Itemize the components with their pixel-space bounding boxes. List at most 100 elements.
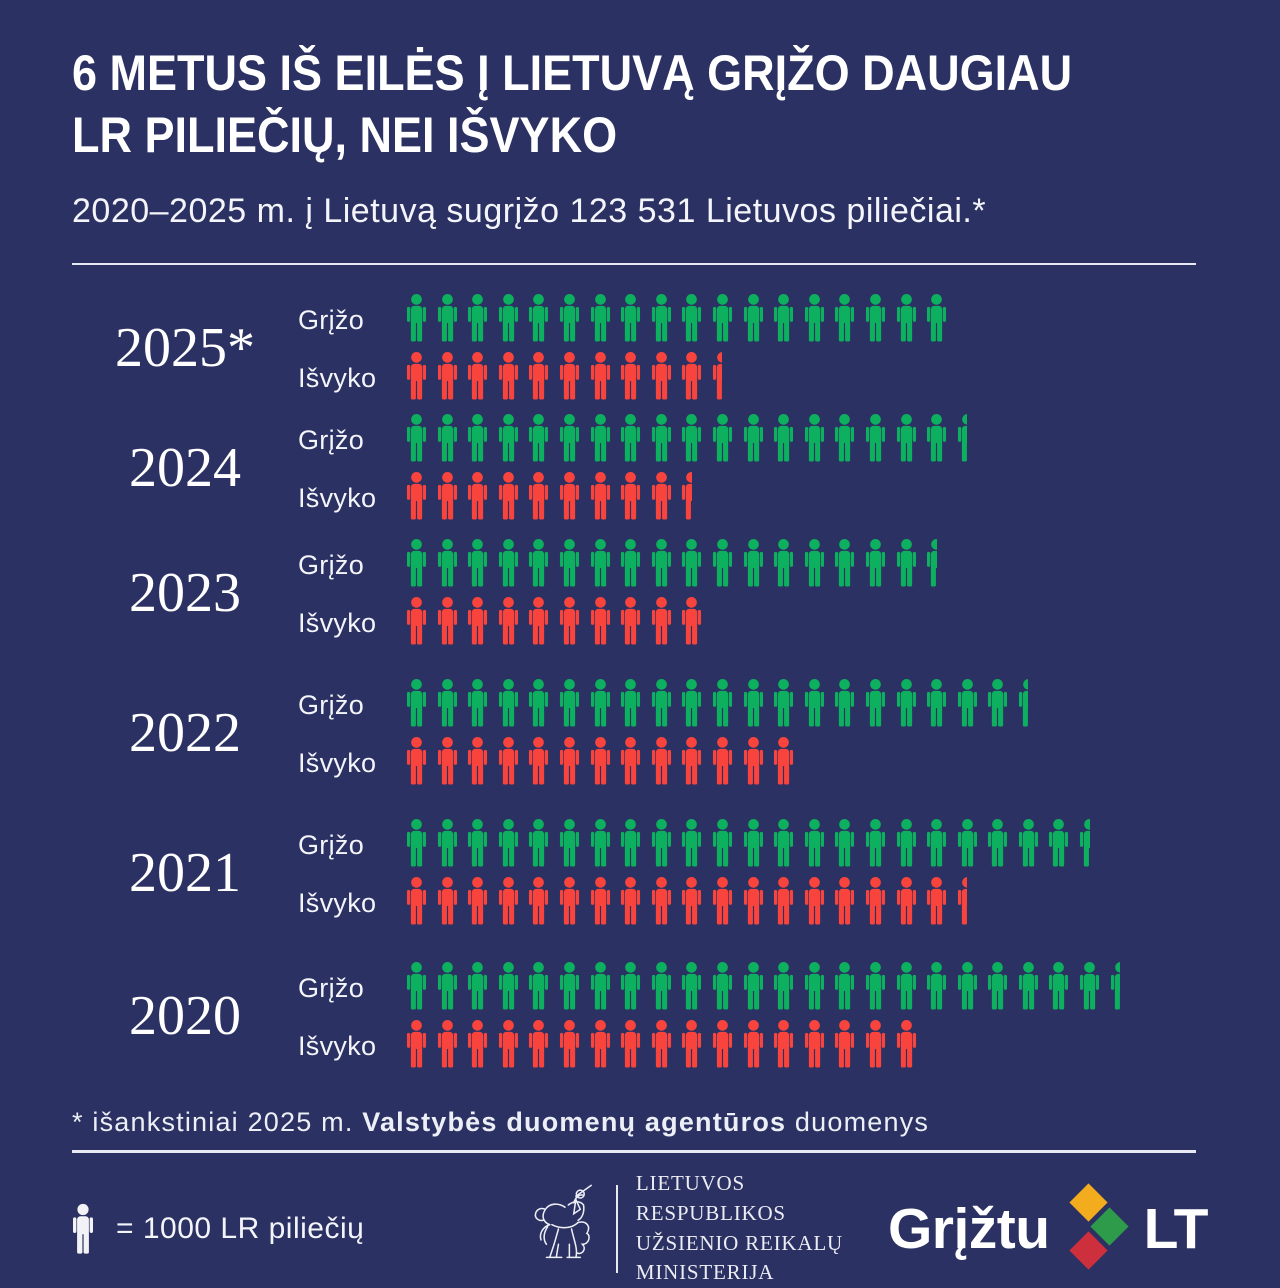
person-icon <box>498 736 519 786</box>
person-icon <box>559 1019 580 1069</box>
person-icon <box>406 818 427 868</box>
ministry-line-2: UŽSIENIO REIKALŲ <box>635 1230 843 1255</box>
griztu-lt-logo: Grįžtu LT <box>887 1183 1209 1275</box>
person-icon <box>467 293 488 343</box>
person-icon <box>651 351 672 401</box>
person-icon <box>559 678 580 728</box>
footnote-source: Valstybės duomenų agentūros <box>362 1107 787 1137</box>
person-icon <box>620 596 641 646</box>
person-icon <box>528 818 549 868</box>
person-icon <box>437 538 458 588</box>
year-rows: Grįžo Išvyko <box>298 413 1208 523</box>
person-icon <box>712 961 733 1011</box>
person-icon <box>712 538 733 588</box>
person-icon <box>559 736 580 786</box>
person-icon <box>406 351 427 401</box>
person-icon <box>528 471 549 521</box>
person-icon <box>804 1019 825 1069</box>
person-icon <box>559 471 580 521</box>
person-icon-half <box>1079 818 1090 868</box>
person-icon <box>559 293 580 343</box>
person-icon <box>651 293 672 343</box>
isvyko-label: Išvyko <box>298 483 377 513</box>
person-icon <box>681 961 702 1011</box>
person-icon <box>559 961 580 1011</box>
person-icon-half <box>926 538 937 588</box>
isvyko-icons <box>406 876 968 926</box>
person-icon <box>528 596 549 646</box>
person-icon <box>743 736 764 786</box>
person-icon <box>651 678 672 728</box>
person-icon <box>804 293 825 343</box>
person-icon <box>651 538 672 588</box>
person-icon <box>773 818 794 868</box>
person-icon <box>957 961 978 1011</box>
person-icon <box>467 538 488 588</box>
year-label: 2024 <box>129 437 241 499</box>
person-icon <box>620 293 641 343</box>
person-icon <box>406 413 427 463</box>
person-icon <box>743 961 764 1011</box>
year-rows: Grįžo Išvyko <box>298 961 1208 1071</box>
year-block-2020: 2020 Grįžo Išvyko <box>72 961 1208 1071</box>
vytis-coat-of-arms-icon <box>532 1181 598 1277</box>
person-icon <box>865 293 886 343</box>
person-icon <box>467 1019 488 1069</box>
person-icon <box>681 351 702 401</box>
isvyko-icons <box>406 351 723 401</box>
person-icon <box>467 678 488 728</box>
person-icon <box>834 961 855 1011</box>
person-icon <box>620 961 641 1011</box>
person-icon <box>681 818 702 868</box>
grizo-row: Grįžo <box>298 818 1208 870</box>
person-icon <box>987 678 1008 728</box>
logo-divider <box>616 1184 618 1273</box>
grizo-icons <box>406 293 947 343</box>
person-icon <box>681 678 702 728</box>
grizo-label: Grįžo <box>298 830 365 860</box>
grizo-icons <box>406 413 968 463</box>
person-icon <box>467 351 488 401</box>
isvyko-row: Išvyko <box>298 471 1208 523</box>
person-icon <box>926 678 947 728</box>
person-icon <box>590 351 611 401</box>
grizo-row: Grįžo <box>298 961 1208 1013</box>
isvyko-icons <box>406 736 794 786</box>
footer-divider <box>72 1150 1196 1153</box>
person-icon-half <box>957 876 968 926</box>
person-icon <box>620 818 641 868</box>
person-icon <box>712 293 733 343</box>
isvyko-icons <box>406 596 702 646</box>
person-icon <box>406 471 427 521</box>
person-icon <box>651 736 672 786</box>
person-icon <box>743 1019 764 1069</box>
person-icon <box>865 413 886 463</box>
person-icon <box>896 876 917 926</box>
grizo-label: Grįžo <box>298 973 365 1003</box>
person-icon <box>590 538 611 588</box>
person-icon <box>498 596 519 646</box>
person-icon <box>987 961 1008 1011</box>
person-icon <box>926 876 947 926</box>
page-title: 6 METUS IŠ EILĖS Į LIETUVĄ GRĮŽO DAUGIAU… <box>72 45 1073 163</box>
person-icon <box>437 678 458 728</box>
isvyko-icons <box>406 1019 917 1069</box>
brand-text-griztu: Grįžtu <box>887 1196 1050 1261</box>
person-icon <box>896 961 917 1011</box>
person-icon <box>681 293 702 343</box>
person-icon <box>651 413 672 463</box>
person-icon <box>773 538 794 588</box>
ministry-line-3: MINISTERIJA <box>635 1260 775 1285</box>
person-icon <box>528 678 549 728</box>
person-icon <box>681 413 702 463</box>
person-icon <box>651 818 672 868</box>
person-icon <box>590 818 611 868</box>
person-icon <box>406 293 427 343</box>
person-icon <box>620 876 641 926</box>
person-icon <box>498 413 519 463</box>
person-icon <box>406 1019 427 1069</box>
person-icon <box>896 413 917 463</box>
person-icon <box>437 471 458 521</box>
person-icon <box>957 678 978 728</box>
